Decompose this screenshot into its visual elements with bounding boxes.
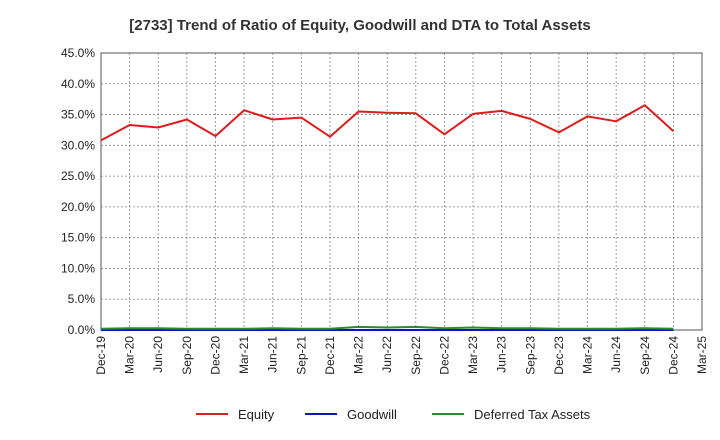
x-tick-label: Dec-20: [208, 336, 222, 375]
series-line-0: [100, 104, 675, 142]
x-tick-label: Dec-19: [94, 336, 108, 375]
y-tick-label: 40.0%: [61, 77, 95, 91]
legend: Equity Goodwill Deferred Tax Assets: [196, 407, 591, 422]
y-tick-label: 45.0%: [61, 46, 95, 60]
y-tick-label: 20.0%: [61, 200, 95, 214]
y-tick-label: 30.0%: [61, 138, 95, 152]
x-tick-label: Mar-20: [123, 336, 137, 374]
x-tick-label: Dec-21: [323, 336, 337, 375]
x-tick-label: Dec-24: [666, 336, 680, 375]
y-tick-label: 35.0%: [61, 108, 95, 122]
series-lines: [100, 104, 675, 331]
x-tick-label: Dec-23: [552, 336, 566, 375]
y-tick-label: 25.0%: [61, 169, 95, 183]
x-tick-label: Sep-20: [180, 336, 194, 375]
x-axis-ticks: Dec-19 Mar-20 Jun-20 Sep-20 Dec-20 Mar-21 Jun-…: [94, 336, 709, 375]
x-tick-label: Mar-21: [237, 336, 251, 374]
x-tick-label: Dec-22: [437, 336, 451, 375]
x-tick-label: Mar-23: [466, 336, 480, 374]
y-tick-label: 0.0%: [68, 323, 96, 337]
y-axis-ticks: 0.0% 5.0% 10.0% 15.0% 20.0% 25.0% 30.0% 35.0% 40…: [61, 46, 95, 337]
x-tick-label: Mar-25: [695, 336, 709, 374]
x-tick-label: Mar-24: [581, 336, 595, 374]
y-tick-label: 15.0%: [61, 231, 95, 245]
legend-label-2: Deferred Tax Assets: [474, 407, 591, 422]
x-tick-label: Jun-20: [151, 336, 165, 373]
x-tick-label: Sep-24: [638, 336, 652, 375]
x-tick-label: Sep-22: [409, 336, 423, 375]
x-tick-label: Sep-23: [523, 336, 537, 375]
y-tick-label: 10.0%: [61, 261, 95, 275]
x-tick-label: Jun-23: [495, 336, 509, 373]
legend-label-0: Equity: [238, 407, 275, 422]
x-tick-label: Jun-22: [380, 336, 394, 373]
x-tick-label: Sep-21: [294, 336, 308, 375]
x-tick-label: Mar-22: [352, 336, 366, 374]
plot-frame: [100, 52, 703, 331]
series-line-2: [100, 325, 674, 330]
y-tick-label: 5.0%: [68, 292, 96, 306]
x-tick-label: Jun-24: [609, 336, 623, 373]
chart-title: [2733] Trend of Ratio of Equity, Goodwil…: [129, 17, 590, 34]
legend-label-1: Goodwill: [347, 407, 397, 422]
grid: [100, 52, 703, 331]
x-tick-label: Jun-21: [266, 336, 280, 373]
